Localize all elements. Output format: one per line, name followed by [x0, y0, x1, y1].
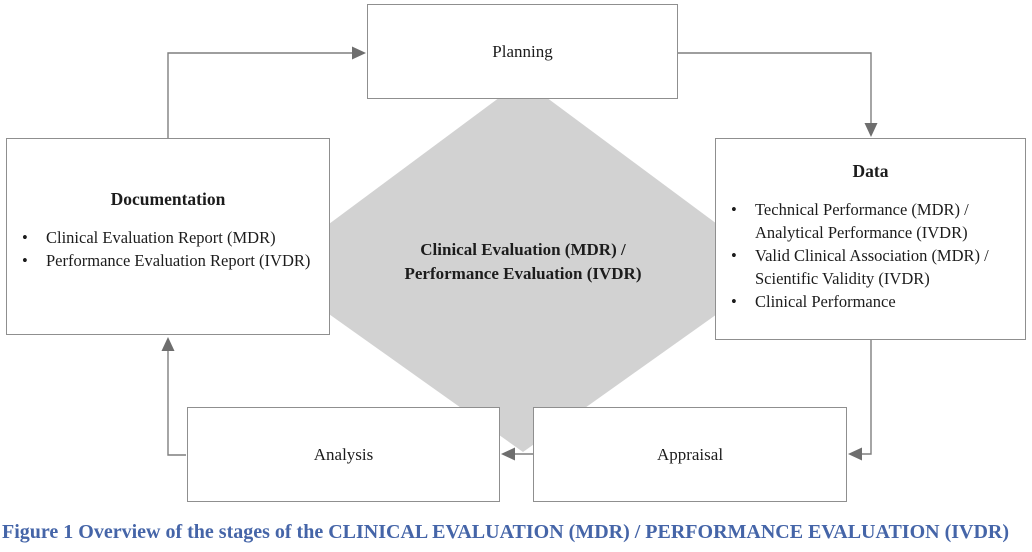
list-item: Performance Evaluation Report (IVDR) [7, 249, 329, 272]
arrowhead-up-icon [161, 337, 175, 351]
node-analysis: Analysis [187, 407, 500, 502]
node-appraisal: Appraisal [533, 407, 847, 502]
planning-label: Planning [492, 41, 553, 61]
arrowhead-right-icon [352, 46, 366, 60]
arrow-planning-to-data [678, 52, 878, 137]
list-item: Clinical Evaluation Report (MDR) [7, 226, 329, 249]
arrow-appraisal-to-analysis [501, 447, 533, 461]
arrow-analysis-to-documentation [161, 337, 186, 456]
figure-caption: Figure 1 Overview of the stages of the C… [2, 521, 1010, 543]
node-documentation: Documentation Clinical Evaluation Report… [6, 138, 330, 335]
node-data: Data Technical Performance (MDR) / Analy… [715, 138, 1026, 340]
documentation-bullet-list: Clinical Evaluation Report (MDR) Perform… [7, 226, 329, 272]
data-title: Data [852, 161, 889, 181]
list-item: Clinical Performance [716, 290, 1025, 313]
center-diamond-label: Clinical Evaluation (MDR) / Performance … [340, 238, 706, 286]
center-label-line2: Performance Evaluation (IVDR) [404, 264, 642, 283]
node-planning: Planning [367, 4, 678, 99]
arrowhead-left-icon [848, 447, 862, 461]
list-item: Valid Clinical Association (MDR) / Scien… [716, 244, 1025, 290]
center-label-line1: Clinical Evaluation (MDR) / [420, 240, 626, 259]
list-item: Technical Performance (MDR) / Analytical… [716, 198, 1025, 244]
data-bullet-list: Technical Performance (MDR) / Analytical… [716, 198, 1025, 313]
arrowhead-down-icon [864, 123, 878, 137]
documentation-title: Documentation [110, 189, 226, 209]
arrow-data-to-appraisal [848, 340, 872, 461]
appraisal-label: Appraisal [656, 444, 724, 464]
arrow-documentation-to-planning [167, 46, 366, 138]
arrowhead-left-icon [501, 447, 515, 461]
analysis-label: Analysis [313, 444, 374, 464]
